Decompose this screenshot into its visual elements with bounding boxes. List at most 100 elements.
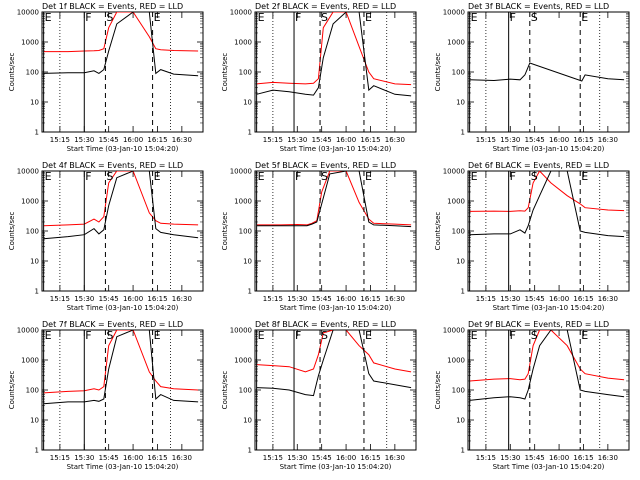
panel-5-marker-label: E [258,170,265,183]
panel-1-xtick-label: 15:45 [99,136,119,144]
panel-1-xtick-label: 16:15 [147,136,167,144]
panel-3-xtick-label: 15:30 [500,136,520,144]
panel-6-marker-label: F [510,170,516,183]
panel-3-ytick-label: 1 [461,129,465,137]
panel-6-ytick-label: 100 [452,228,465,236]
panel-2-marker-label: F [295,11,301,24]
panel-7-series-events [43,330,199,405]
panel-3: Det 3f BLACK = Events, RED = LLD 1 10 100 10… [434,2,630,153]
panel-9-xtick-label: 15:15 [476,454,496,462]
panel-7-xtick-label: 15:15 [50,454,70,462]
panel-4-ylabel: Counts/sec [8,212,16,251]
panel-1-ytick-label: 1000 [21,39,39,47]
panel-9-xtick-label: 16:30 [598,454,618,462]
panel-5-title: Det 5f BLACK = Events, RED = LLD [255,161,396,170]
panel-9-marker-label: S [531,329,538,342]
panel-1-xlabel: Start Time (03-Jan-10 15:04:20) [67,145,179,153]
panel-4-xtick-label: 16:00 [123,295,143,303]
panel-2: Det 2f BLACK = Events, RED = LLD 1 10 100 10… [221,2,417,153]
panel-7-ytick-label: 1 [35,447,39,455]
panel-9-marker-label: E [471,329,478,342]
panel-6-ytick-label: 1 [461,288,465,296]
panel-6-xtick-label: 15:15 [476,295,496,303]
panel-5: Det 5f BLACK = Events, RED = LLD 1 10 100 10… [221,161,417,312]
panel-3-ylabel: Counts/sec [434,53,442,92]
panel-3-xlabel: Start Time (03-Jan-10 15:04:20) [493,145,605,153]
panel-6-xtick-label: 15:30 [500,295,520,303]
panel-7-xtick-label: 15:45 [99,454,119,462]
panel-9-title: Det 9f BLACK = Events, RED = LLD [468,320,609,329]
panel-3-ytick-label: 10 [456,99,465,107]
panel-9-marker-label: E [581,329,588,342]
panel-8-xtick-label: 16:00 [336,454,356,462]
panel-3-xtick-label: 16:00 [549,136,569,144]
panel-1-ytick-label: 100 [26,69,39,77]
panel-5-xtick-label: 16:30 [385,295,405,303]
panel-2-ytick-label: 10000 [230,9,252,17]
panel-2-xtick-label: 15:15 [263,136,283,144]
panel-3-xtick-label: 15:15 [476,136,496,144]
panel-7-ytick-label: 100 [26,387,39,395]
panel-3-title: Det 3f BLACK = Events, RED = LLD [468,2,609,11]
panel-4-marker-label: E [45,170,52,183]
panel-8-ylabel: Counts/sec [221,371,229,410]
panel-4-ytick-label: 100 [26,228,39,236]
panel-4-xtick-label: 16:15 [147,295,167,303]
panel-7-ylabel: Counts/sec [8,371,16,410]
panel-6-xtick-label: 16:00 [549,295,569,303]
panel-8-xlabel: Start Time (03-Jan-10 15:04:20) [280,463,392,471]
panel-1-series-lld [43,12,199,53]
panel-4-ytick-label: 10 [30,258,39,266]
panel-2-marker-label: E [258,11,265,24]
panel-9-xtick-label: 16:00 [549,454,569,462]
panel-5-xtick-label: 15:45 [312,295,332,303]
panel-8-ytick-label: 1000 [234,357,252,365]
panel-2-ytick-label: 100 [239,69,252,77]
panel-8-xtick-label: 15:15 [263,454,283,462]
panel-3-marker-label: E [581,11,588,24]
panel-9-xtick-label: 15:45 [525,454,545,462]
panel-2-ytick-label: 10 [243,99,252,107]
panel-7-xtick-label: 15:30 [74,454,94,462]
panel-5-ytick-label: 10 [243,258,252,266]
panel-4-title: Det 4f BLACK = Events, RED = LLD [42,161,183,170]
panel-7-marker-label: S [106,329,113,342]
panel-3-series-group [469,62,625,82]
panel-2-series-lld [256,12,412,86]
panel-6-ytick-label: 10000 [443,168,465,176]
panel-8-marker-label: E [258,329,265,342]
panel-4-ytick-label: 1000 [21,198,39,206]
panel-5-ytick-label: 100 [239,228,252,236]
panel-7-marker-label: E [154,329,161,342]
panel-4-series-group [43,171,199,240]
panel-3-series-events [469,62,625,82]
panel-4-ytick-label: 10000 [17,168,39,176]
panel-2-marker-label: S [321,11,328,24]
panel-2-xtick-label: 16:15 [360,136,380,144]
panel-1-title: Det 1f BLACK = Events, RED = LLD [42,2,183,11]
panel-9-xlabel: Start Time (03-Jan-10 15:04:20) [493,463,605,471]
panel-4-series-lld [43,171,199,227]
panel-1-xtick-label: 16:00 [123,136,143,144]
panel-5-marker-label: E [365,170,372,183]
panel-6-series-events [469,171,625,238]
panel-7-marker-label: F [85,329,91,342]
panel-7-xlabel: Start Time (03-Jan-10 15:04:20) [67,463,179,471]
panel-9-ytick-label: 1000 [447,357,465,365]
panel-2-xtick-label: 16:00 [336,136,356,144]
panel-1-series-events [43,12,199,77]
panel-4-xtick-label: 15:15 [50,295,70,303]
panel-7-marker-label: E [45,329,52,342]
panel-9-xtick-label: 15:30 [500,454,520,462]
panel-6-ytick-label: 10 [456,258,465,266]
panel-8-marker-label: F [295,329,301,342]
panel-5-xtick-label: 16:00 [336,295,356,303]
panel-4-xtick-label: 15:45 [99,295,119,303]
panel-3-marker-label: S [531,11,538,24]
panel-6-marker-label: E [581,170,588,183]
panel-5-ylabel: Counts/sec [221,212,229,251]
panel-4-marker-label: S [106,170,113,183]
panel-8-xtick-label: 16:15 [360,454,380,462]
panel-8-xtick-label: 16:30 [385,454,405,462]
panel-9-marker-label: F [510,329,516,342]
